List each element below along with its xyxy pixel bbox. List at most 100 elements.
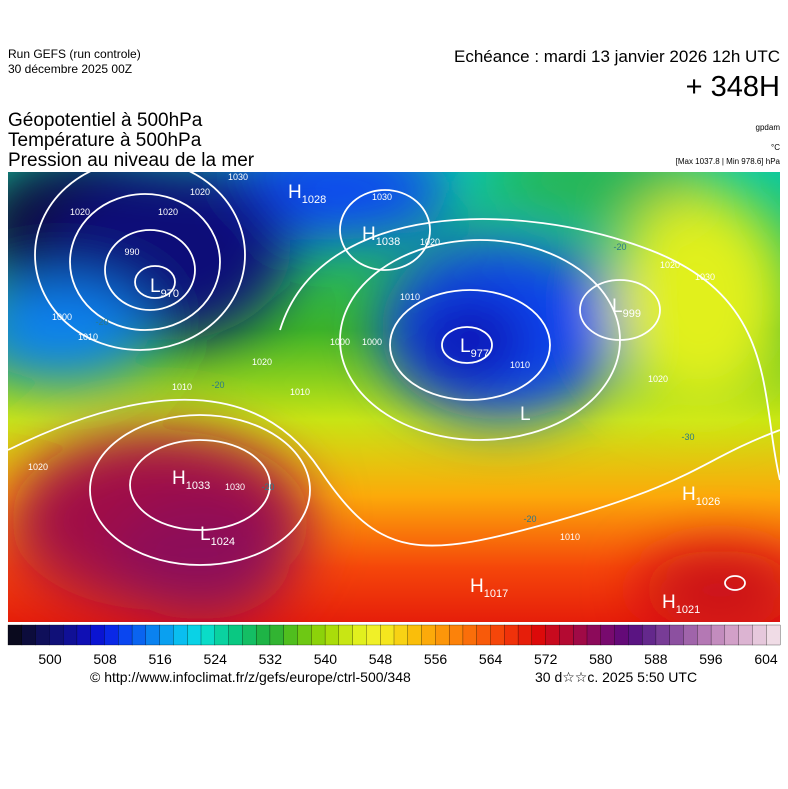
colorbar-tick-label: 580 (589, 651, 613, 667)
center-value: 1024 (211, 536, 235, 548)
colorbar-swatch (49, 624, 64, 646)
isobar-label: 1010 (78, 332, 98, 342)
pressure-center: H1021 (662, 592, 700, 616)
center-value: 1026 (696, 496, 720, 508)
unit-label: [Max 1037.8 | Min 978.6] hPa (676, 157, 781, 166)
colorbar-tick-label: 556 (424, 651, 448, 667)
colorbar-swatch (311, 624, 326, 646)
isobar-label: 1010 (400, 292, 420, 302)
colorbar-tick-label: 500 (38, 651, 62, 667)
title-line: Pression au niveau de la mer (8, 150, 255, 171)
colorbar-swatch (407, 624, 423, 646)
isobar-label: 1010 (172, 382, 192, 392)
temperature-field (8, 172, 780, 622)
colorbar-swatch (145, 624, 161, 646)
colorbar-tick-label: 524 (204, 651, 228, 667)
colorbar-swatch (214, 624, 230, 646)
valid-time: Echéance : mardi 13 janvier 2026 12h UTC (454, 47, 780, 66)
colorbar-swatch (269, 624, 285, 646)
title-line: Température à 500hPa (8, 130, 202, 151)
isobar-label: 1020 (420, 237, 440, 247)
pressure-center: L1024 (200, 524, 235, 548)
run-label: Run GEFS (run controle) (8, 47, 141, 61)
center-value: 1021 (676, 604, 700, 616)
colorbar-swatch (228, 624, 243, 646)
colorbar-swatch (600, 624, 616, 646)
center-letter: L (520, 404, 531, 425)
colorbar-swatch (7, 624, 23, 646)
colorbar-tick-label: 548 (369, 651, 393, 667)
isobars (8, 172, 780, 591)
center-letter: L (200, 524, 211, 545)
center-letter: L (460, 336, 471, 357)
isobar-label: 1030 (225, 482, 245, 492)
colorbar-swatch (476, 624, 491, 646)
center-value: 1033 (186, 480, 210, 492)
colorbar-swatch (338, 624, 354, 646)
isobar-label: 1020 (660, 260, 680, 270)
colorbar-swatch (724, 624, 740, 646)
colorbar-swatch (614, 624, 629, 646)
isobar-label: 1000 (330, 337, 350, 347)
map-labels: H1028H1038L970L977L999LH1033L1024H1026H1… (28, 172, 720, 616)
colorbar-tick-label: 516 (148, 651, 172, 667)
isobar-label: 1020 (190, 187, 210, 197)
center-value: 1017 (484, 588, 508, 600)
pressure-center: L999 (612, 296, 641, 320)
isotherm-label: -20 (211, 380, 224, 390)
isobar-label: 1030 (372, 192, 392, 202)
colorbar-tick-label: 508 (93, 651, 117, 667)
colorbar-swatch (641, 624, 657, 646)
run-date: 30 décembre 2025 00Z (8, 62, 132, 76)
isobar-label: 1030 (228, 172, 248, 182)
isobar-label: 1020 (158, 207, 178, 217)
isobar-label: 990 (124, 247, 139, 257)
colorbar-tick-label: 596 (699, 651, 723, 667)
colorbar-swatch (200, 624, 216, 646)
unit-label: gpdam (756, 123, 781, 132)
colorbar-swatch (283, 624, 298, 646)
center-letter: H (470, 576, 484, 597)
colorbar-swatch (710, 624, 726, 646)
colorbar-tick-label: 564 (479, 651, 503, 667)
colorbar-tick-label: 604 (754, 651, 778, 667)
colorbar-swatch (490, 624, 505, 646)
colorbar-swatch (173, 624, 188, 646)
colorbar-swatch (435, 624, 450, 646)
center-letter: H (682, 484, 696, 505)
pressure-center: H1038 (362, 224, 400, 248)
isobar-label: 1020 (252, 357, 272, 367)
center-letter: H (362, 224, 376, 245)
center-value: 970 (161, 288, 179, 300)
isobar-label: 1010 (290, 387, 310, 397)
center-value: 977 (471, 348, 489, 360)
isobar-label: 1020 (648, 374, 668, 384)
isobar-label: 1020 (70, 207, 90, 217)
source-url: © http://www.infoclimat.fr/z/gefs/europe… (90, 669, 411, 685)
colorbar-swatch (697, 624, 712, 646)
title-line: Géopotentiel à 500hPa (8, 110, 203, 131)
isobar-label: 1020 (28, 462, 48, 472)
colorbar-swatch (118, 624, 133, 646)
center-letter: H (172, 468, 186, 489)
colorbar-swatch (462, 624, 478, 646)
colorbar-swatch (242, 624, 257, 646)
center-value: 1028 (302, 194, 326, 206)
colorbar-swatch (573, 624, 588, 646)
colorbar-tick-label: 572 (534, 651, 558, 667)
colorbar-swatch (586, 624, 602, 646)
center-value: 1038 (376, 236, 400, 248)
colorbar-swatch (738, 624, 753, 646)
isotherm-label: -20 (261, 482, 274, 492)
colorbar-swatch (669, 624, 684, 646)
center-letter: L (612, 296, 623, 317)
isobar-label: 1010 (510, 360, 530, 370)
isotherm-label: -30 (681, 432, 694, 442)
isotherm-label: -20 (613, 242, 626, 252)
colorbar-swatch (393, 624, 409, 646)
colorbar-swatch (683, 624, 698, 646)
map (8, 172, 780, 622)
pressure-center: H1028 (288, 182, 326, 206)
